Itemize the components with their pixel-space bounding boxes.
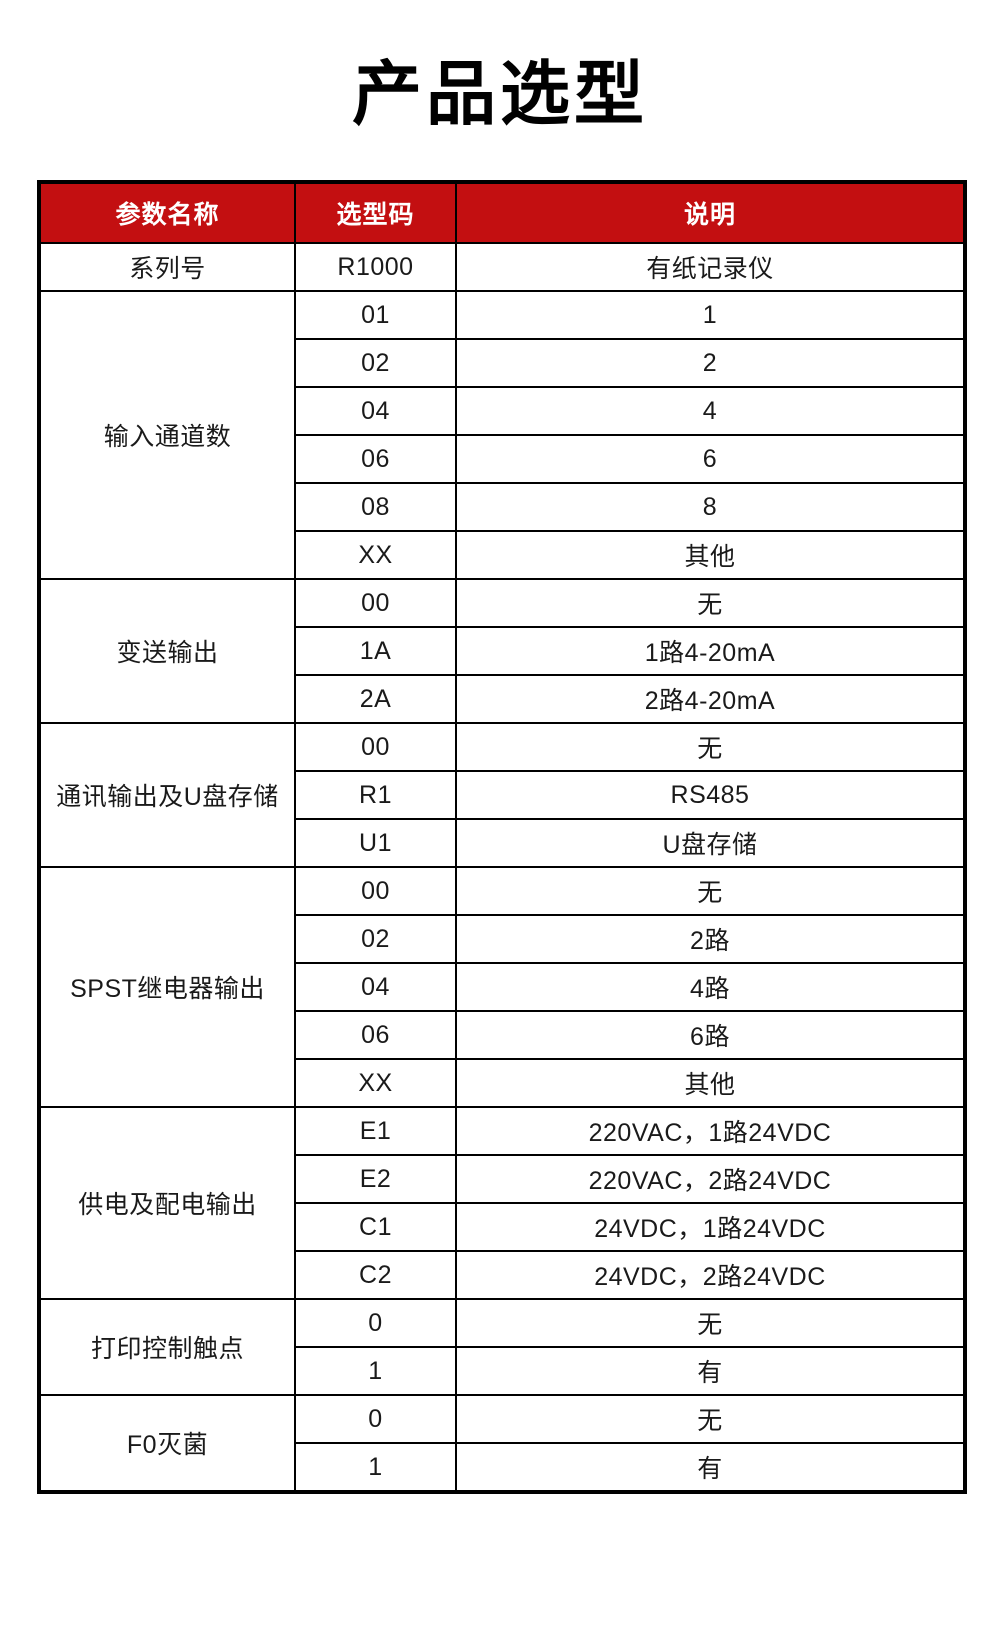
selection-code-cell: 04 — [294, 962, 457, 1012]
description-cell: 无 — [455, 1394, 966, 1444]
description-cell: 其他 — [455, 530, 966, 580]
selection-code-cell: 06 — [294, 434, 457, 484]
parameter-name-cell: 输入通道数 — [38, 290, 296, 580]
selection-code-cell: XX — [294, 530, 457, 580]
parameter-name-cell: SPST继电器输出 — [38, 866, 296, 1108]
selection-code-cell: E1 — [294, 1106, 457, 1156]
table-row: 2A 2路4-20mA — [39, 674, 966, 724]
selection-code-cell: 00 — [294, 722, 457, 772]
description-cell: 有纸记录仪 — [455, 242, 966, 292]
selection-code-cell: 01 — [294, 290, 457, 340]
description-cell: 2 — [455, 338, 966, 388]
selection-code-cell: 1 — [294, 1346, 457, 1396]
description-cell: U盘存储 — [455, 818, 966, 868]
table-row: 通讯输出及U盘存储 00 无 — [38, 722, 966, 868]
selection-code-cell: E2 — [294, 1154, 457, 1204]
description-cell: 1 — [455, 290, 966, 340]
table-row: F0灭菌 0 无 — [38, 1394, 966, 1493]
table-row: C2 24VDC，2路24VDC — [39, 1250, 966, 1300]
selection-code-cell: 08 — [294, 482, 457, 532]
table-row: 系列号 R1000 有纸记录仪 — [38, 242, 966, 292]
selection-code-cell: 0 — [294, 1298, 457, 1348]
table-row: 02 2 — [39, 338, 966, 388]
table-row: 变送输出 00 无 — [38, 578, 966, 724]
selection-code-cell: 0 — [294, 1394, 457, 1444]
description-cell: 220VAC，1路24VDC — [455, 1106, 966, 1156]
selection-code-cell: C2 — [294, 1250, 457, 1300]
description-cell: 220VAC，2路24VDC — [455, 1154, 966, 1204]
selection-code-cell: 04 — [294, 386, 457, 436]
description-cell: 无 — [455, 866, 966, 916]
description-cell: 2路4-20mA — [455, 674, 966, 724]
description-cell: 其他 — [455, 1058, 966, 1108]
selection-code-cell: 1 — [294, 1442, 457, 1493]
table-row: 打印控制触点 0 无 — [38, 1298, 966, 1396]
selection-code-cell: U1 — [294, 818, 457, 868]
product-selection-table: 参数名称 选型码 说明 系列号 R1000 有纸记录仪 输入通道数 01 1 02 2 04 4 0… — [37, 180, 967, 1494]
description-cell: 2路 — [455, 914, 966, 964]
parameter-name-cell: 供电及配电输出 — [38, 1106, 296, 1300]
table-row: XX 其他 — [39, 530, 966, 580]
selection-code-cell: XX — [294, 1058, 457, 1108]
selection-code-cell: 02 — [294, 914, 457, 964]
description-cell: 4路 — [455, 962, 966, 1012]
description-cell: 24VDC，2路24VDC — [455, 1250, 966, 1300]
table-row: 06 6路 — [39, 1010, 966, 1060]
table-row: 供电及配电输出 E1 220VAC，1路24VDC — [38, 1106, 966, 1300]
description-cell: 4 — [455, 386, 966, 436]
table-row: 08 8 — [39, 482, 966, 532]
selection-code-cell: R1 — [294, 770, 457, 820]
description-cell: 无 — [455, 578, 966, 628]
description-cell: 有 — [455, 1442, 966, 1493]
description-cell: 有 — [455, 1346, 966, 1396]
selection-code-cell: 00 — [294, 578, 457, 628]
table-row: 1A 1路4-20mA — [39, 626, 966, 676]
parameter-name-cell: 通讯输出及U盘存储 — [38, 722, 296, 868]
table-row: 04 4 — [39, 386, 966, 436]
selection-code-cell: 1A — [294, 626, 457, 676]
description-cell: RS485 — [455, 770, 966, 820]
table-row: 06 6 — [39, 434, 966, 484]
table-row: U1 U盘存储 — [39, 818, 966, 868]
page-title: 产品选型 — [352, 55, 648, 133]
selection-code-cell: C1 — [294, 1202, 457, 1252]
selection-code-cell: 02 — [294, 338, 457, 388]
product-selection-table-container: 参数名称 选型码 说明 系列号 R1000 有纸记录仪 输入通道数 01 1 02 2 04 4 0… — [37, 180, 967, 1494]
selection-code-cell: R1000 — [294, 242, 457, 292]
table-row: C1 24VDC，1路24VDC — [39, 1202, 966, 1252]
description-cell: 8 — [455, 482, 966, 532]
table-row: SPST继电器输出 00 无 — [38, 866, 966, 1108]
column-header-selection-code: 选型码 — [294, 181, 457, 244]
parameter-name-cell: F0灭菌 — [38, 1394, 296, 1493]
description-cell: 无 — [455, 722, 966, 772]
parameter-name-cell: 变送输出 — [38, 578, 296, 724]
table-row: 02 2路 — [39, 914, 966, 964]
description-cell: 无 — [455, 1298, 966, 1348]
description-cell: 24VDC，1路24VDC — [455, 1202, 966, 1252]
parameter-name-cell: 系列号 — [38, 242, 296, 292]
column-header-parameter-name: 参数名称 — [38, 181, 296, 244]
table-row: E2 220VAC，2路24VDC — [39, 1154, 966, 1204]
selection-code-cell: 2A — [294, 674, 457, 724]
table-row: R1 RS485 — [39, 770, 966, 820]
description-cell: 1路4-20mA — [455, 626, 966, 676]
column-header-description: 说明 — [455, 181, 966, 244]
selection-code-cell: 06 — [294, 1010, 457, 1060]
description-cell: 6路 — [455, 1010, 966, 1060]
description-cell: 6 — [455, 434, 966, 484]
table-row: 04 4路 — [39, 962, 966, 1012]
parameter-name-cell: 打印控制触点 — [38, 1298, 296, 1396]
selection-code-cell: 00 — [294, 866, 457, 916]
table-row: XX 其他 — [39, 1058, 966, 1108]
table-row: 输入通道数 01 1 — [38, 290, 966, 580]
table-header-row: 参数名称 选型码 说明 — [38, 181, 966, 244]
